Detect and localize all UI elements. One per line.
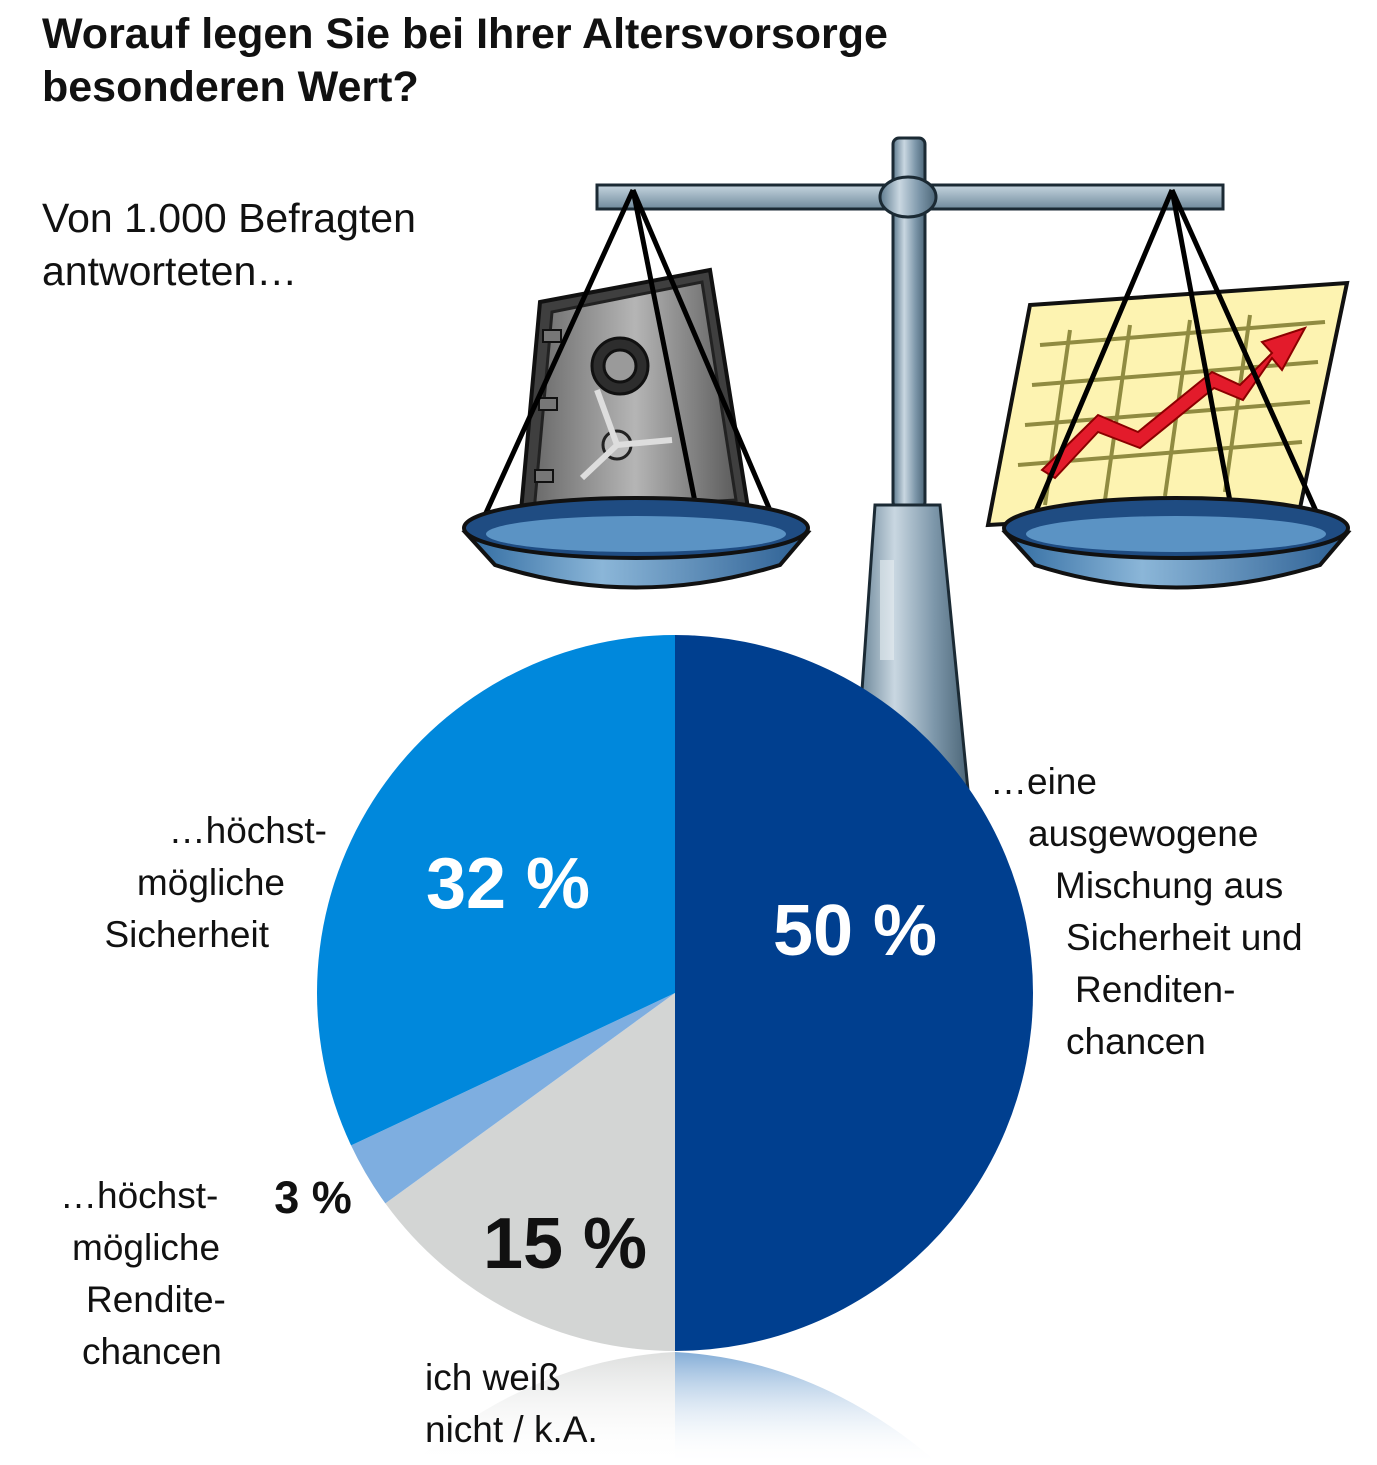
pie-reflection [410, 1352, 940, 1465]
label-mischung-line-2: ausgewogene [1028, 813, 1259, 854]
pie-slice [316, 635, 675, 1146]
label-sicherheit: …höchst- mögliche Sicherheit [72, 805, 327, 961]
pie-value-label: 3 % [274, 1172, 352, 1223]
pie-slice [351, 993, 675, 1204]
label-sicherheit-line-1: …höchst- [168, 810, 327, 851]
chart-title: Worauf legen Sie bei Ihrer Altersvorsorg… [42, 8, 1042, 114]
label-rendite-line-2: mögliche [72, 1227, 221, 1268]
pie-value-label: 32 % [426, 844, 590, 924]
pie-value-label: 15 % [483, 1204, 647, 1284]
label-sicherheit-line-2: mögliche [136, 862, 285, 903]
label-weissnicht-line-1: ich weiß [425, 1357, 561, 1398]
pie-value-label: 50 % [773, 891, 937, 971]
label-rendite: …höchst- mögliche Rendite- chancen [60, 1170, 226, 1378]
label-mischung-line-3: Mischung aus [1055, 865, 1284, 906]
label-rendite-line-1: …höchst- [60, 1175, 219, 1216]
label-rendite-line-3: Rendite- [86, 1279, 226, 1320]
title-line-2: besonderen Wert? [42, 63, 419, 111]
pie-slice [385, 993, 675, 1351]
pie-slice [675, 635, 1033, 1351]
label-mischung-line-5: Renditen- [1075, 969, 1236, 1010]
label-mischung-line-6: chancen [1066, 1021, 1206, 1062]
label-mischung-line-1: …eine [990, 761, 1097, 802]
label-rendite-line-4: chancen [82, 1331, 222, 1372]
left-pan [461, 496, 812, 590]
right-pan [1001, 496, 1352, 590]
title-line-1: Worauf legen Sie bei Ihrer Altersvorsorg… [42, 10, 888, 58]
scale-strings [477, 188, 1323, 528]
rising-chart-icon [985, 280, 1350, 528]
pie-value-labels: 50 % 15 % 3 % 32 % [274, 844, 937, 1284]
label-sicherheit-line-3: Sicherheit [104, 914, 269, 955]
scale-beam [595, 175, 1225, 219]
label-mischung-line-4: Sicherheit und [1066, 917, 1303, 958]
chart-subtitle: Von 1.000 Befragten antworteten… [42, 192, 416, 298]
label-weissnicht: ich weiß nicht / k.A. [425, 1352, 598, 1456]
label-mischung: …eine ausgewogene Mischung aus Sicherhei… [990, 756, 1303, 1068]
label-weissnicht-line-2: nicht / k.A. [425, 1409, 598, 1450]
subtitle-line-1: Von 1.000 Befragten [42, 195, 416, 241]
pie-slices [316, 635, 1033, 1351]
subtitle-line-2: antworteten… [42, 248, 298, 294]
